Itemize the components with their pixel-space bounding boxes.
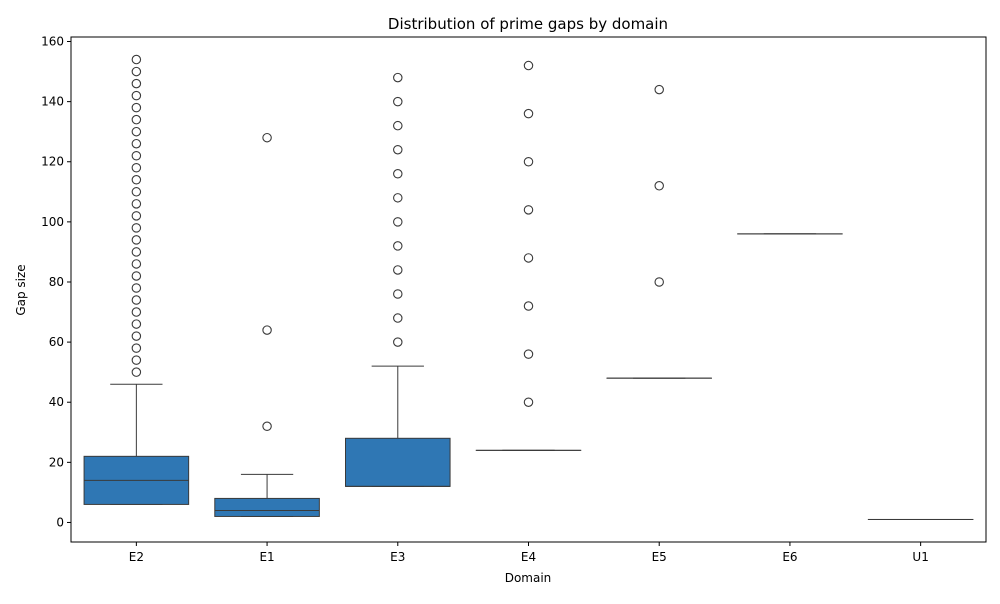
outlier-point [132,296,140,304]
outlier-point [394,218,402,226]
outlier-point [132,115,140,123]
outlier-point [132,55,140,63]
y-tick-label: 80 [49,275,64,289]
outlier-point [524,206,532,214]
x-tick-label: E5 [652,550,667,564]
outlier-point [132,368,140,376]
outlier-point [132,284,140,292]
outlier-point [132,103,140,111]
outlier-point [394,146,402,154]
outlier-point [394,73,402,81]
outlier-point [524,158,532,166]
y-tick-label: 140 [41,95,64,109]
outlier-point [132,152,140,160]
x-tick-label: E1 [259,550,274,564]
outlier-point [132,260,140,268]
outlier-point [524,61,532,69]
plot-area: 0 20 40 60 80 100 120 140 160 E2 E1 E3 E4 E5 E6 U1 [41,35,986,564]
x-tick-label: E3 [390,550,405,564]
outlier-point [524,302,532,310]
outlier-point [132,248,140,256]
outlier-point [394,266,402,274]
x-tick-label: E4 [521,550,536,564]
outlier-point [132,91,140,99]
y-tick-label: 160 [41,35,64,49]
outlier-point [394,121,402,129]
outlier-point [394,314,402,322]
box-E1 [215,498,320,516]
x-tick-label: E2 [129,550,144,564]
outlier-point [132,332,140,340]
outlier-point [655,85,663,93]
y-tick-label: 60 [49,335,64,349]
outlier-point [132,164,140,172]
outlier-point [524,109,532,117]
y-tick-label: 100 [41,215,64,229]
outlier-point [132,356,140,364]
y-tick-label: 0 [56,515,64,529]
y-axis-label: Gap size [14,264,28,315]
outlier-point [132,236,140,244]
outlier-point [394,338,402,346]
outlier-point [132,308,140,316]
outlier-point [524,254,532,262]
outlier-point [655,182,663,190]
outlier-point [263,133,271,141]
outlier-point [394,97,402,105]
y-tick-label: 20 [49,455,64,469]
outlier-point [524,350,532,358]
outlier-point [263,326,271,334]
outlier-point [394,290,402,298]
box-E3 [346,438,451,486]
outlier-point [524,398,532,406]
outlier-point [132,176,140,184]
outlier-point [132,212,140,220]
x-tick-label: E6 [782,550,797,564]
outlier-point [132,140,140,148]
x-tick-label: U1 [912,550,928,564]
outlier-point [132,67,140,75]
outlier-point [394,170,402,178]
outlier-point [132,79,140,87]
outlier-point [132,344,140,352]
outlier-point [132,272,140,280]
outlier-point [132,127,140,135]
outlier-point [132,320,140,328]
plot-frame [71,37,986,542]
outlier-point [655,278,663,286]
outlier-point [132,200,140,208]
outlier-point [394,194,402,202]
outlier-point [132,224,140,232]
y-tick-label: 40 [49,395,64,409]
chart-title: Distribution of prime gaps by domain [388,15,668,33]
outlier-point [263,422,271,430]
outlier-point [132,188,140,196]
y-tick-label: 120 [41,155,64,169]
x-axis-label: Domain [505,571,552,585]
outlier-point [394,242,402,250]
